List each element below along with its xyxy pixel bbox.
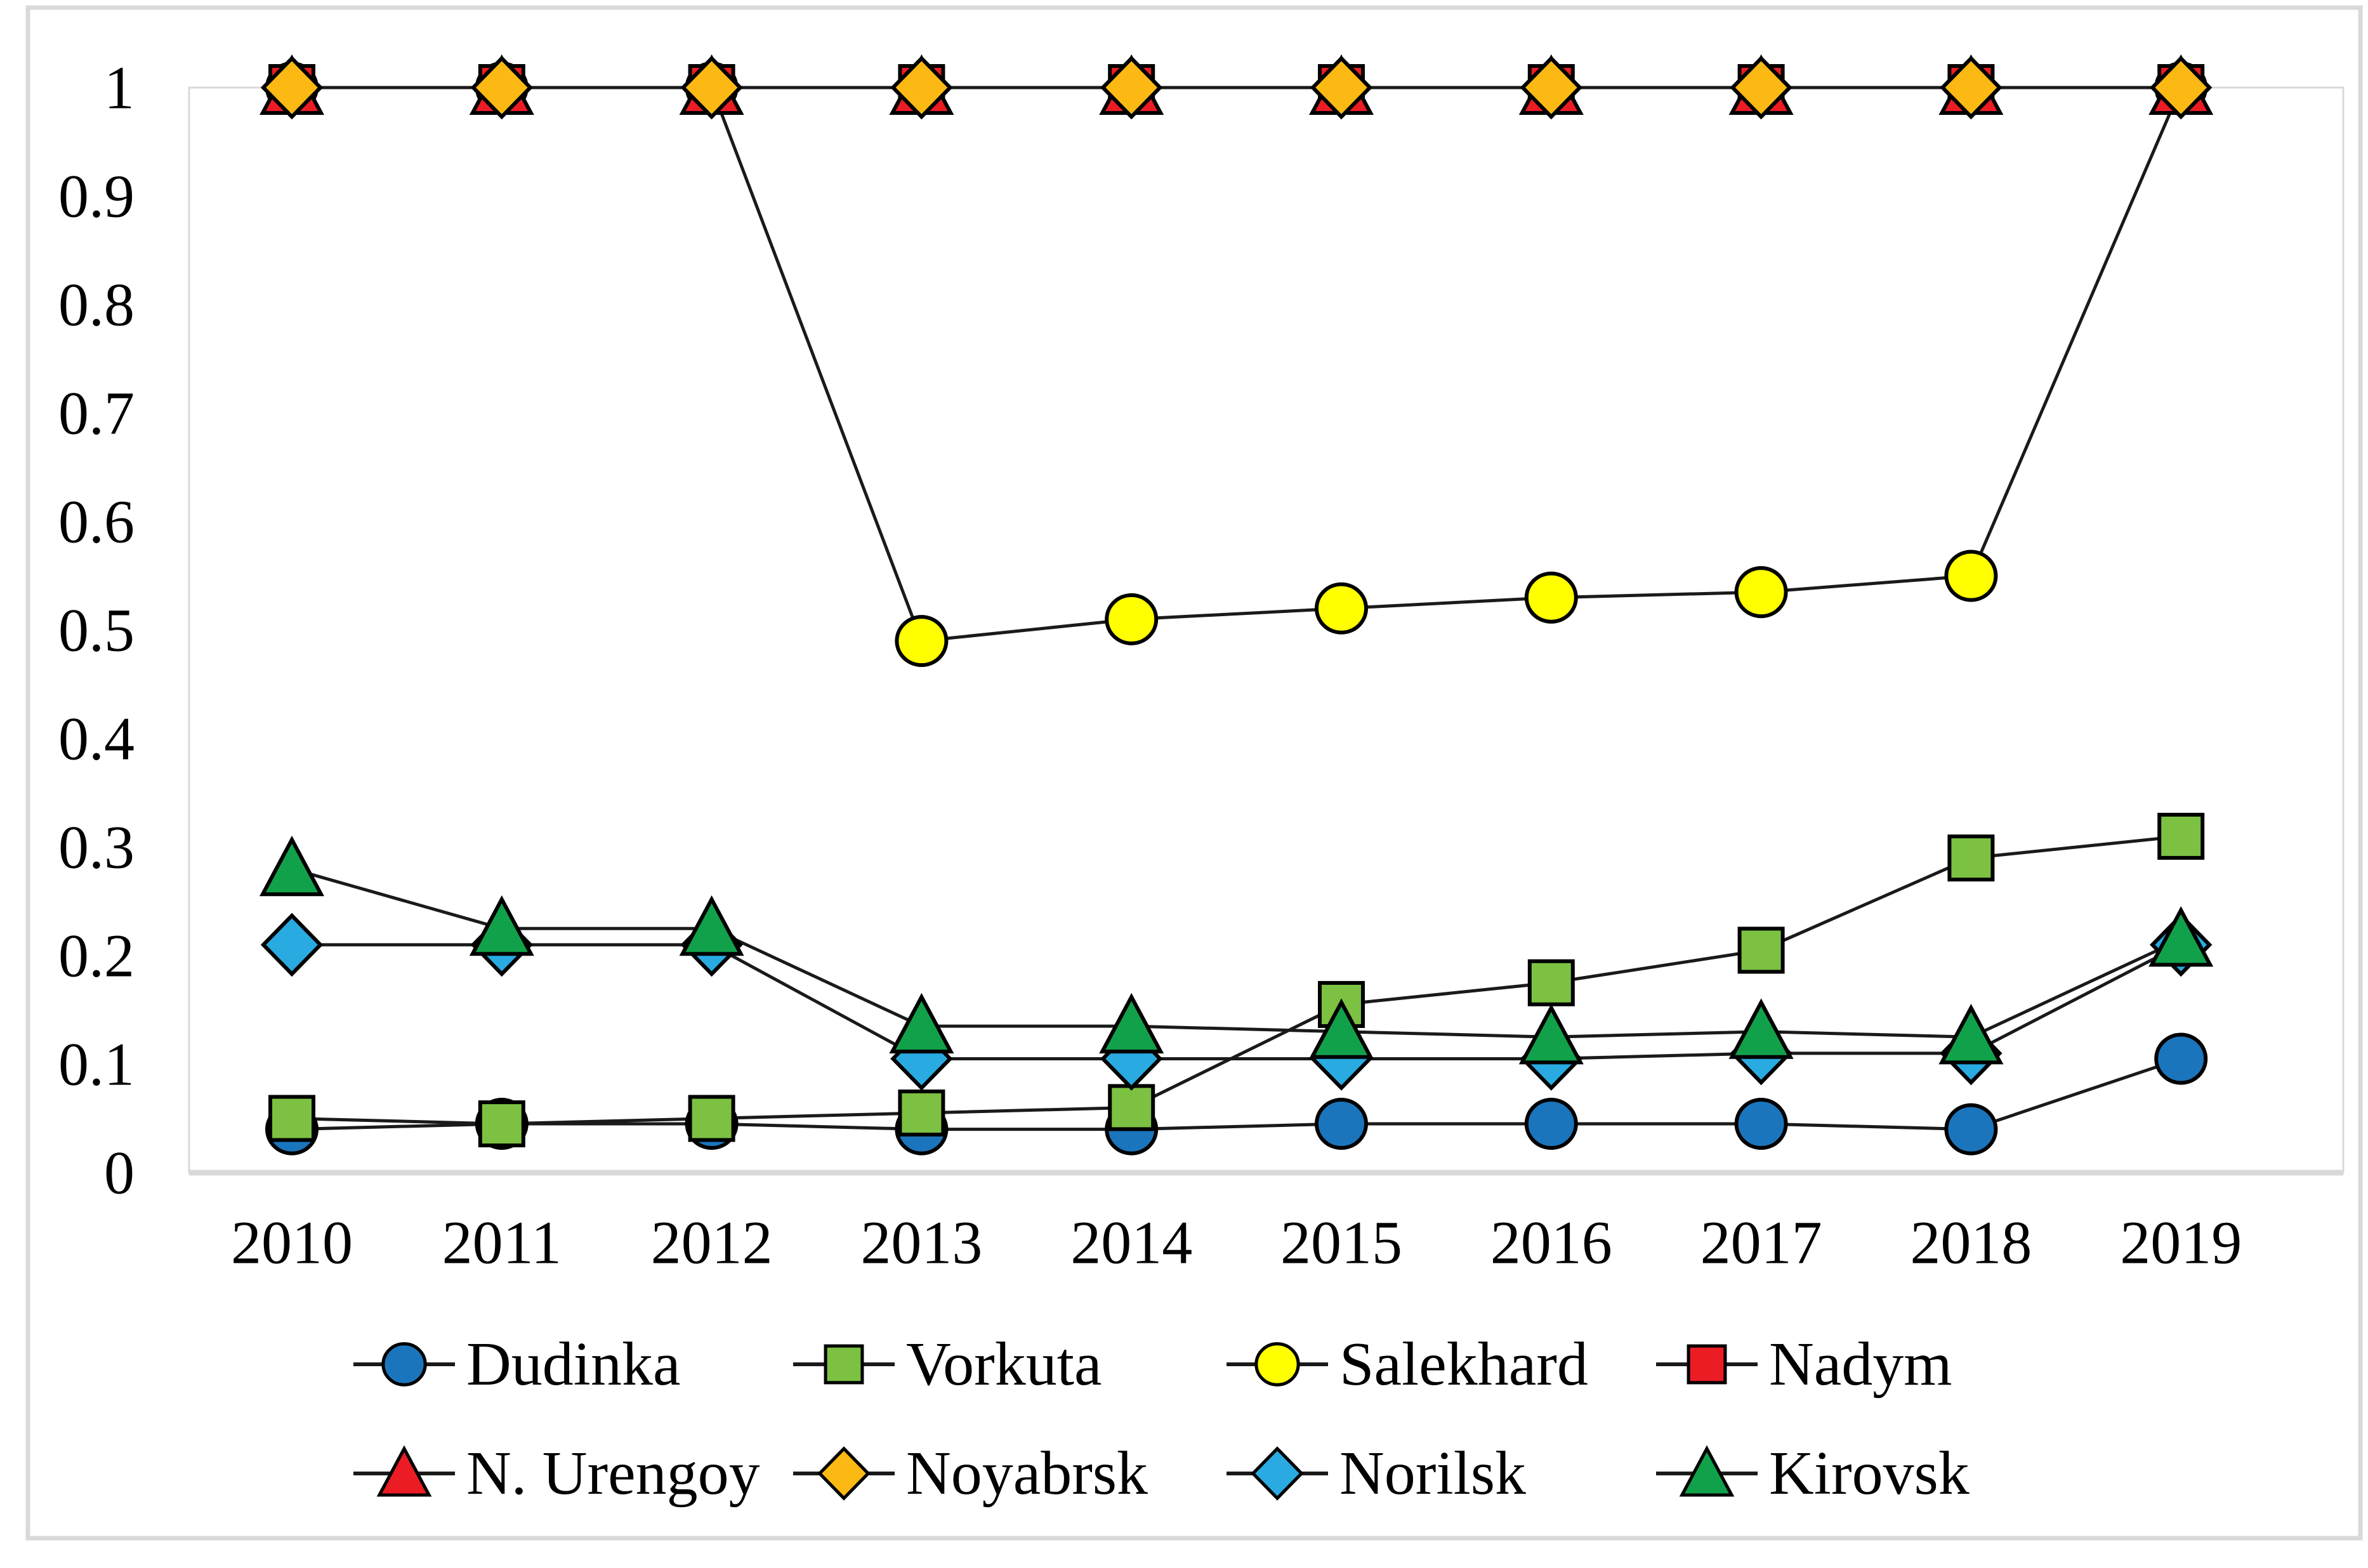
square-marker [1737, 926, 1785, 974]
legend-item-n-urengoy: N. Urengoy [353, 1439, 760, 1508]
triangle-marker [889, 992, 954, 1054]
triangle-marker [2148, 906, 2214, 967]
series-line-dudinka [291, 1057, 2181, 1131]
diamond-marker [260, 55, 324, 120]
circle-marker [1734, 1098, 1788, 1150]
triangle-marker [1308, 998, 1374, 1059]
legend-item-dudinka: Dudinka [353, 1330, 681, 1399]
square-marker [898, 1089, 945, 1136]
square-marker [824, 1344, 864, 1385]
x-tick-label: 2011 [442, 1209, 562, 1277]
circle-marker [1944, 550, 1998, 602]
diamond-marker [890, 55, 953, 120]
circle-marker [1734, 566, 1788, 619]
legend-label: Kirovsk [1769, 1439, 1970, 1508]
legend-item-noyabrsk: Noyabrsk [793, 1439, 1148, 1508]
circle-marker [1944, 1103, 1998, 1156]
square-marker [688, 1095, 735, 1142]
circle-marker [1254, 1342, 1300, 1387]
y-tick-label: 0.7 [58, 379, 135, 447]
diamond-marker [2150, 55, 2213, 120]
legend-label: N. Urengoy [466, 1439, 760, 1508]
x-tick-label: 2014 [1070, 1209, 1192, 1277]
series-line-vorkuta [291, 834, 2181, 1126]
legend-label: Noyabrsk [906, 1439, 1148, 1508]
figure-frame [25, 5, 2363, 1541]
legend-item-vorkuta: Vorkuta [793, 1330, 1102, 1399]
circle-marker [2154, 1032, 2208, 1085]
y-tick-label: 1 [104, 54, 135, 122]
legend-item-nadym: Nadym [1656, 1330, 1952, 1399]
legend-label: Salekhard [1339, 1330, 1588, 1399]
triangle-marker [679, 895, 744, 956]
y-tick-label: 0.9 [58, 162, 135, 230]
x-tick-label: 2010 [231, 1209, 353, 1277]
y-tick-label: 0.4 [58, 705, 135, 773]
legend-item-kirovsk: Kirovsk [1656, 1439, 1970, 1508]
square-marker [268, 1095, 315, 1142]
legend-label: Nadym [1769, 1330, 1952, 1399]
x-tick-label: 2013 [860, 1209, 982, 1277]
diamond-marker [1100, 55, 1163, 120]
circle-marker [381, 1342, 427, 1387]
square-marker [1527, 959, 1575, 1006]
diamond-marker [680, 55, 743, 120]
circle-marker [1524, 1098, 1578, 1150]
y-tick-label: 0.8 [58, 271, 135, 339]
x-tick-label: 2012 [651, 1209, 773, 1277]
plot-area [188, 86, 2345, 1174]
series-markers-noyabrsk [260, 55, 2213, 120]
triangle-marker [1099, 992, 1164, 1054]
triangle-marker [1728, 998, 1794, 1059]
diamond-marker [1251, 1446, 1304, 1501]
triangle-marker [1938, 1003, 2004, 1065]
x-tick-label: 2018 [1910, 1209, 2032, 1277]
square-marker [1687, 1344, 1727, 1385]
x-tick-label: 2017 [1700, 1209, 1822, 1277]
triangle-marker [469, 895, 534, 956]
square-marker [1108, 1084, 1155, 1131]
series-line-norilsk [292, 943, 2182, 1060]
y-tick-label: 0.6 [58, 488, 135, 556]
circle-marker [1105, 593, 1159, 645]
series-markers-vorkuta [268, 812, 2205, 1148]
diamond-marker [817, 1446, 871, 1501]
square-marker [2157, 812, 2205, 860]
y-tick-label: 0.2 [58, 922, 135, 990]
diamond-marker [1310, 55, 1373, 120]
circle-marker [1524, 571, 1578, 624]
diamond-marker [260, 912, 324, 977]
triangle-marker [259, 835, 325, 897]
legend-item-norilsk: Norilsk [1227, 1439, 1526, 1508]
series-markers-kirovsk [259, 835, 2214, 1065]
y-tick-label: 0.5 [58, 596, 135, 664]
legend-label: Vorkuta [906, 1330, 1102, 1399]
triangle-marker [1679, 1445, 1735, 1497]
series-line-kirovsk [291, 867, 2182, 1039]
diamond-marker [1940, 55, 2003, 120]
circle-marker [1315, 582, 1368, 635]
y-tick-label: 0.1 [58, 1031, 135, 1098]
y-tick-label: 0.3 [58, 814, 135, 881]
y-tick-label: 0 [104, 1139, 135, 1207]
square-marker [1947, 834, 1995, 882]
triangle-marker [376, 1445, 432, 1497]
legend-label: Dudinka [466, 1330, 681, 1399]
x-tick-label: 2019 [2120, 1209, 2242, 1277]
diamond-marker [470, 55, 533, 120]
circle-marker [895, 615, 949, 668]
circle-marker [1315, 1098, 1368, 1150]
x-tick-label: 2016 [1490, 1209, 1612, 1277]
triangle-marker [1518, 1003, 1584, 1065]
legend-item-salekhard: Salekhard [1227, 1330, 1588, 1399]
square-marker [478, 1100, 525, 1148]
x-tick-label: 2015 [1280, 1209, 1402, 1277]
diamond-marker [1730, 55, 1792, 120]
diamond-marker [1520, 55, 1582, 120]
legend-label: Norilsk [1339, 1439, 1526, 1508]
